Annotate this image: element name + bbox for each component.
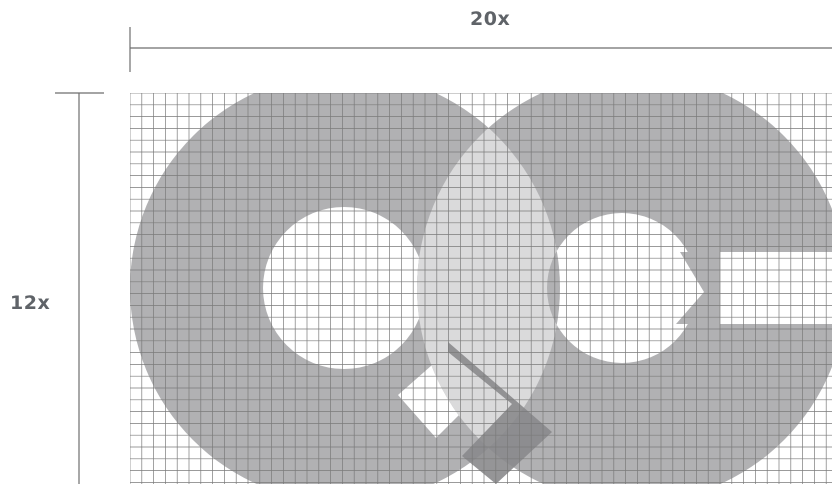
height-ruler xyxy=(55,92,104,484)
construction-grid xyxy=(130,93,832,484)
letter-q-tail xyxy=(448,342,552,484)
overlap-lens xyxy=(417,93,560,484)
width-ruler xyxy=(129,27,832,72)
width-dimension-label: 20x xyxy=(470,8,511,30)
height-dimension-label: 12x xyxy=(10,292,51,314)
